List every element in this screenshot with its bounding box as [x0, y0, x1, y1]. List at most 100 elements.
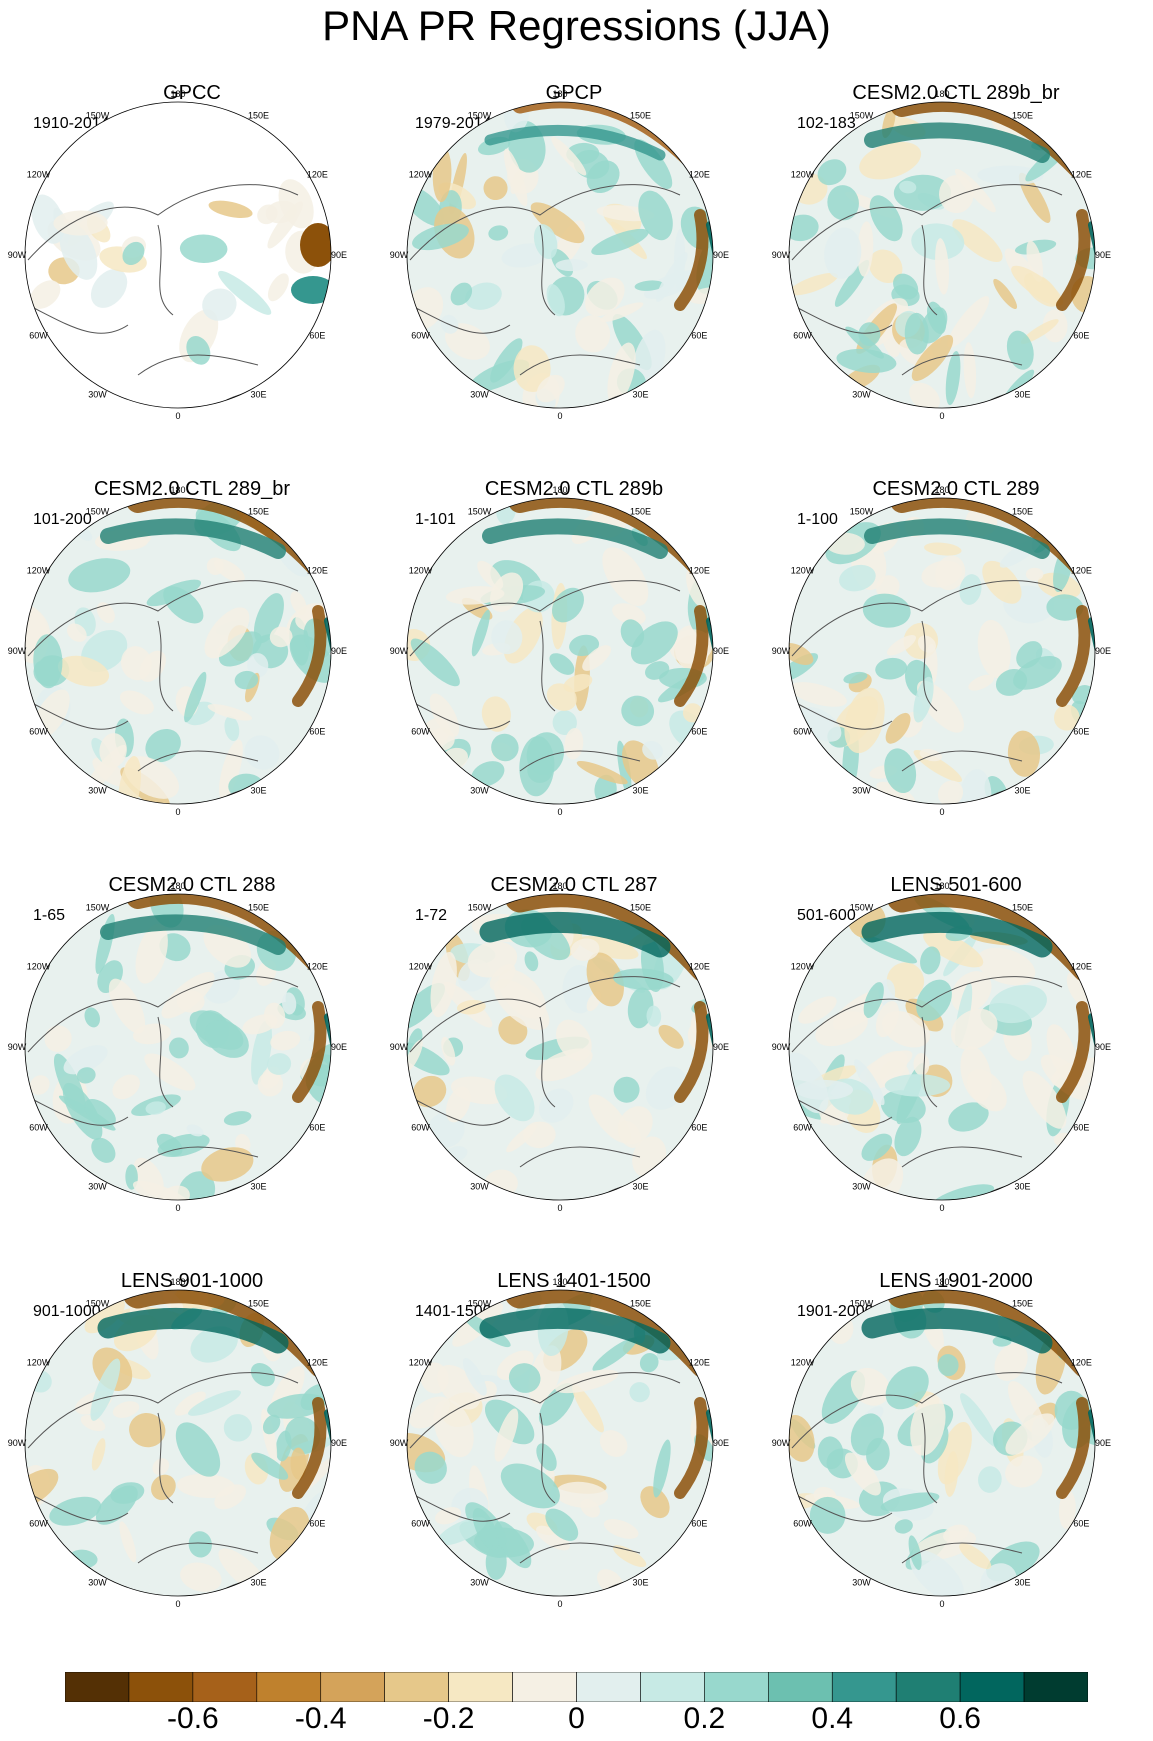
longitude-label: 90W: [772, 1438, 791, 1448]
longitude-label: 60W: [29, 1123, 48, 1133]
longitude-label: 120W: [409, 962, 433, 972]
panel-period: 1901-2000: [797, 1303, 874, 1320]
panel-title: LENS 1401-1500: [497, 1270, 651, 1292]
longitude-label: 90E: [713, 250, 729, 260]
longitude-label: 150E: [248, 111, 269, 121]
longitude-label: 30W: [852, 389, 871, 399]
panel-title: CESM2.0 CTL 287: [490, 874, 658, 896]
longitude-label: 0: [939, 807, 944, 817]
longitude-label: 60E: [691, 1519, 707, 1529]
map-panel: CESM2.0 CTL 289 1-100 180 150E 120E 90E 60E 30E…: [764, 396, 1148, 817]
longitude-label: 30W: [88, 389, 107, 399]
longitude-label: 60W: [411, 331, 430, 341]
panel-period: 1979-2014: [415, 115, 492, 132]
panel-period: 1-72: [415, 907, 448, 924]
coastline: [27, 184, 299, 406]
longitude-label: 180: [552, 89, 567, 99]
longitude-label: 0: [939, 1203, 944, 1213]
colorbar-swatch: [384, 1672, 449, 1702]
colorbar: [65, 1672, 1088, 1702]
colorbar-tick-label: 0.2: [683, 1702, 726, 1735]
longitude-label: 30E: [1014, 785, 1030, 795]
longitude-label: 90E: [331, 646, 347, 656]
longitude-label: 120E: [689, 170, 710, 180]
colorbar-swatch: [1023, 1672, 1088, 1702]
panel-title: CESM2.0 CTL 289b_br: [852, 82, 1060, 104]
panel-period: 1-65: [33, 907, 66, 924]
colorbar-swatch: [256, 1672, 322, 1702]
map-panel: CESM2.0 CTL 289b 1-101 180 150E 120E 90E 60E 30…: [382, 396, 766, 817]
longitude-label: 150W: [468, 903, 492, 913]
colorbar-swatch: [128, 1672, 194, 1702]
longitude-label: 120E: [307, 962, 328, 972]
longitude-label: 90W: [390, 646, 409, 656]
longitude-label: 0: [175, 1599, 180, 1609]
longitude-label: 30E: [250, 1181, 266, 1191]
longitude-label: 60E: [691, 1123, 707, 1133]
longitude-label: 120E: [1071, 1358, 1092, 1368]
longitude-label: 150E: [630, 1299, 651, 1309]
panel-title: GPCP: [545, 82, 603, 104]
panel-title: CESM2.0 CTL 289_br: [93, 478, 290, 500]
map-boundary: [24, 101, 332, 409]
panel-period: 1-100: [797, 511, 838, 528]
colorbar-tick-label: 0: [568, 1702, 585, 1735]
longitude-label: 120E: [307, 566, 328, 576]
longitude-label: 30W: [852, 785, 871, 795]
longitude-label: 90E: [331, 250, 347, 260]
longitude-label: 120W: [409, 170, 433, 180]
longitude-label: 60E: [1073, 1519, 1089, 1529]
coastline: [409, 976, 681, 1198]
longitude-label: 150W: [86, 111, 110, 121]
panel-title: GPCC: [163, 82, 221, 104]
panel-period: 101-200: [33, 511, 92, 528]
longitude-label: 30E: [632, 785, 648, 795]
longitude-label: 90E: [1095, 1042, 1111, 1052]
longitude-label: 150E: [248, 903, 269, 913]
longitude-label: 150W: [850, 111, 874, 121]
map-boundary: [24, 893, 332, 1201]
longitude-label: 0: [557, 411, 562, 421]
longitude-label: 90W: [390, 250, 409, 260]
longitude-label: 90E: [331, 1042, 347, 1052]
colorbar-swatch: [512, 1672, 577, 1702]
panel-period: 901-1000: [33, 1303, 101, 1320]
longitude-label: 150E: [248, 1299, 269, 1309]
colorbar-swatch: [320, 1672, 385, 1702]
longitude-label: 120W: [27, 566, 51, 576]
coastline: [409, 184, 681, 406]
panel-title: LENS 901-1000: [120, 1270, 264, 1292]
longitude-label: 60E: [1073, 331, 1089, 341]
coastline: [791, 1372, 1063, 1594]
longitude-label: 180: [552, 1277, 567, 1287]
longitude-label: 150W: [86, 1299, 110, 1309]
colorbar-tick-label: -0.2: [422, 1702, 475, 1735]
longitude-label: 30W: [852, 1577, 871, 1587]
polar-map: 180 150E 120E 90E 60E 30E 0 30W 60W 90W 120W 150W: [772, 89, 1111, 421]
polar-map: 180 150E 120E 90E 60E 30E 0 30W 60W 90W 120W 150W: [390, 89, 729, 421]
longitude-label: 30E: [1014, 1577, 1030, 1587]
longitude-label: 60W: [793, 1123, 812, 1133]
colorbar-swatch: [192, 1672, 258, 1702]
longitude-label: 150W: [86, 507, 110, 517]
longitude-label: 90W: [8, 250, 27, 260]
map-boundary: [406, 893, 714, 1201]
panel-period: 1-101: [415, 511, 456, 528]
longitude-label: 90E: [713, 1438, 729, 1448]
longitude-label: 60W: [29, 1519, 48, 1529]
longitude-label: 120E: [307, 170, 328, 180]
polar-map: 180 150E 120E 90E 60E 30E 0 30W 60W 90W 120W 150W: [8, 89, 347, 421]
longitude-label: 90W: [390, 1042, 409, 1052]
longitude-label: 30E: [250, 1577, 266, 1587]
longitude-label: 60E: [1073, 727, 1089, 737]
longitude-label: 150W: [850, 1299, 874, 1309]
map-panel: CESM2.0 CTL 289b_br 102-183 180 150E 120E 90E…: [764, 0, 1148, 421]
polar-map: 180 150E 120E 90E 60E 30E 0 30W 60W 90W 120W 150W: [8, 1277, 347, 1609]
longitude-label: 60E: [309, 1123, 325, 1133]
longitude-label: 180: [934, 1277, 949, 1287]
longitude-label: 30W: [470, 1577, 489, 1587]
longitude-label: 90E: [1095, 250, 1111, 260]
longitude-label: 30E: [632, 389, 648, 399]
longitude-label: 120E: [689, 1358, 710, 1368]
longitude-label: 30W: [88, 1181, 107, 1191]
